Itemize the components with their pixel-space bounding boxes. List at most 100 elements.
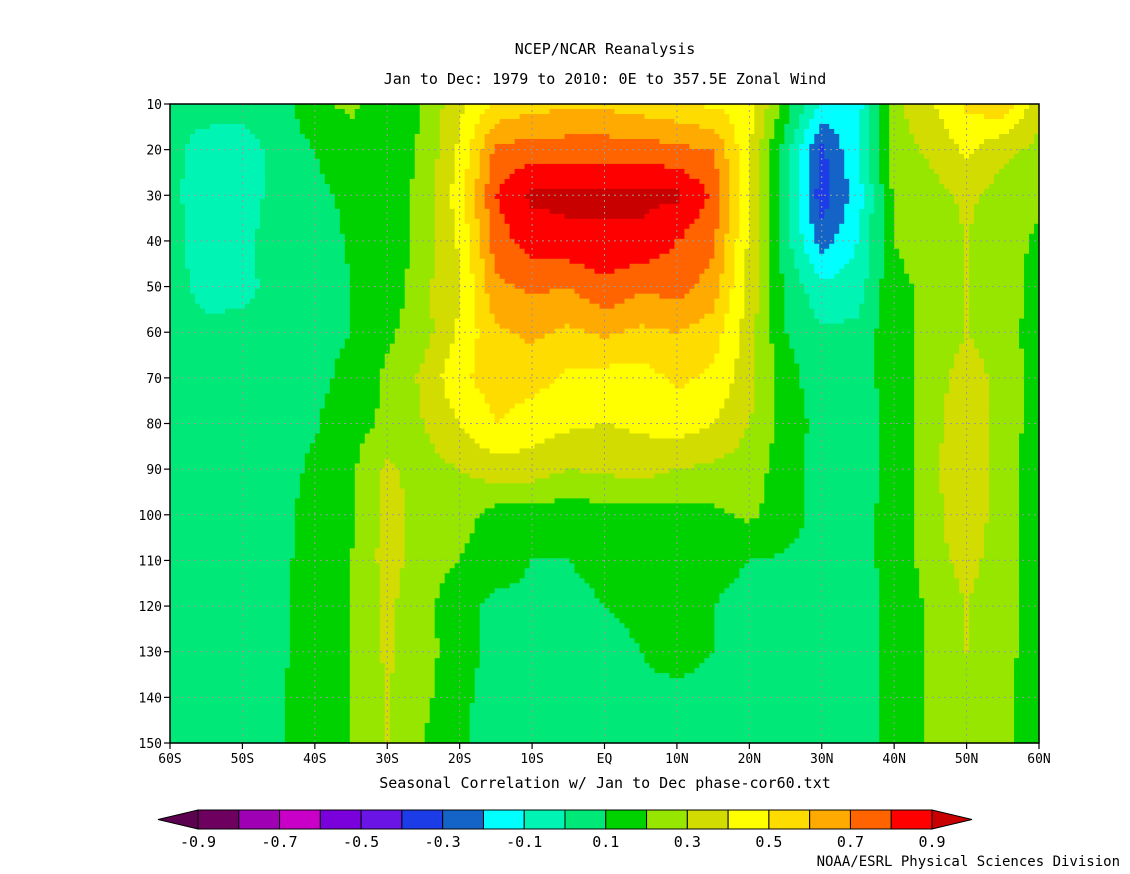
heatmap-cell <box>379 583 401 589</box>
heatmap-cell <box>469 263 486 270</box>
heatmap-cell <box>1019 628 1040 634</box>
heatmap-cell <box>969 258 1025 265</box>
heatmap-cell <box>170 303 201 310</box>
heatmap-cell <box>859 138 870 145</box>
heatmap-cell <box>884 208 895 215</box>
heatmap-cell <box>354 528 381 534</box>
heatmap-cell <box>170 458 306 465</box>
heatmap-cell <box>684 433 745 440</box>
heatmap-cell <box>434 628 481 634</box>
heatmap-cell <box>769 198 780 205</box>
heatmap-cell <box>349 658 381 664</box>
heatmap-cell <box>924 698 1015 704</box>
heatmap-cell <box>379 628 396 634</box>
heatmap-cell <box>879 178 890 185</box>
heatmap-cell <box>819 273 835 280</box>
heatmap-cell <box>649 258 710 265</box>
heatmap-cell <box>849 193 865 200</box>
heatmap-cell <box>359 453 441 460</box>
heatmap-cell <box>859 173 870 180</box>
heatmap-cell <box>879 173 890 180</box>
heatmap-cell <box>769 138 785 145</box>
heatmap-cell <box>474 338 526 345</box>
heatmap-cell <box>914 503 945 509</box>
heatmap-cell <box>769 213 780 220</box>
heatmap-cell <box>644 213 700 220</box>
heatmap-cell <box>829 163 845 170</box>
heatmap-cell <box>859 133 870 140</box>
heatmap-cell <box>889 163 930 170</box>
heatmap-cell <box>170 553 296 559</box>
heatmap-cell <box>874 363 915 370</box>
heatmap-cell <box>1019 333 1040 340</box>
heatmap-cell <box>489 178 506 185</box>
heatmap-cell <box>259 138 311 145</box>
heatmap-cell <box>249 128 301 135</box>
heatmap-cell <box>834 273 870 280</box>
heatmap-cell <box>829 188 850 195</box>
heatmap-cell <box>879 628 925 634</box>
heatmap-cell <box>769 208 780 215</box>
heatmap-cell <box>809 208 820 215</box>
heatmap-cell <box>884 193 895 200</box>
heatmap-cell <box>879 718 925 724</box>
heatmap-cell <box>869 218 885 225</box>
heatmap-cell <box>939 453 990 460</box>
heatmap-cell <box>964 273 970 280</box>
heatmap-cell <box>294 104 336 110</box>
heatmap-cell <box>724 328 740 335</box>
heatmap-cell <box>404 528 476 534</box>
heatmap-cell <box>769 253 780 260</box>
heatmap-cell <box>749 173 760 180</box>
heatmap-cell <box>774 128 785 135</box>
heatmap-cell <box>794 538 875 544</box>
heatmap-cell <box>724 453 770 460</box>
colorbar-segment <box>197 809 240 830</box>
heatmap-cell <box>749 233 760 240</box>
heatmap-cell <box>969 618 1020 624</box>
heatmap-cell <box>384 358 426 365</box>
heatmap-cell <box>289 588 351 594</box>
heatmap-cell <box>459 313 476 320</box>
heatmap-cell <box>254 228 341 235</box>
heatmap-cell <box>699 428 745 435</box>
heatmap-cell <box>789 118 800 125</box>
heatmap-cell <box>439 123 461 130</box>
colorbar-arrow-low <box>157 809 199 830</box>
heatmap-cell <box>879 113 890 120</box>
heatmap-cell <box>869 268 885 275</box>
heatmap-cell <box>879 648 925 654</box>
heatmap-cell <box>384 693 391 699</box>
heatmap-cell <box>859 303 880 310</box>
heatmap-cell <box>1004 163 1040 170</box>
heatmap-cell <box>284 723 351 729</box>
heatmap-cell <box>859 113 870 120</box>
heatmap-cell <box>969 648 1020 654</box>
heatmap-cell <box>444 578 521 584</box>
heatmap-cell <box>769 158 780 165</box>
heatmap-cell <box>479 243 491 250</box>
heatmap-cell <box>384 698 391 704</box>
heatmap-cell <box>914 563 955 569</box>
heatmap-cell <box>879 678 925 684</box>
heatmap-cell <box>804 478 880 484</box>
heatmap-cell <box>869 178 880 185</box>
heatmap-cell <box>474 688 880 694</box>
heatmap-cell <box>564 213 646 220</box>
heatmap-cell <box>719 288 730 295</box>
heatmap-cell <box>424 353 451 360</box>
heatmap-cell <box>384 458 391 465</box>
heatmap-cell <box>749 163 760 170</box>
heatmap-cell <box>170 158 186 165</box>
heatmap-cell <box>349 698 386 704</box>
heatmap-cell <box>729 228 740 235</box>
heatmap-cell <box>739 208 750 215</box>
heatmap-cell <box>419 383 446 390</box>
heatmap-cell <box>399 473 471 480</box>
heatmap-cell <box>1019 508 1040 514</box>
heatmap-cell <box>1019 148 1040 155</box>
heatmap-cell <box>814 133 840 140</box>
heatmap-cell <box>879 493 915 499</box>
heatmap-cell <box>184 233 256 240</box>
heatmap-cell <box>1014 708 1040 714</box>
